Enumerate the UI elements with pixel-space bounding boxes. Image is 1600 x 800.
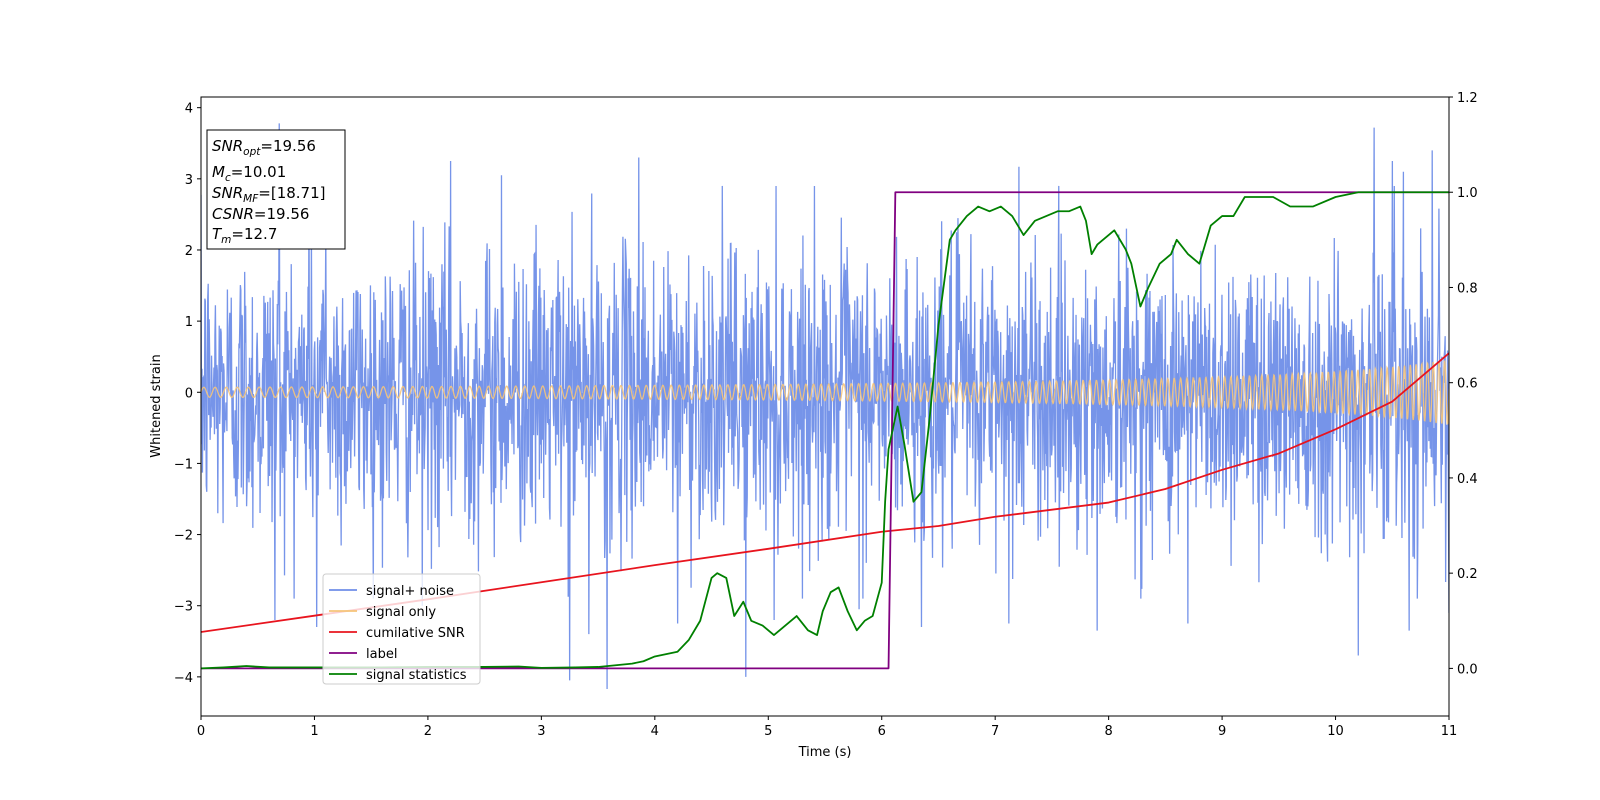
x-tick-label: 9	[1218, 724, 1226, 739]
y-right-tick-label: 0.6	[1457, 377, 1478, 392]
y-axis-right: 0.0 0.2 0.4 0.6 0.8 1.0 1.2	[1449, 91, 1478, 677]
annotation-csnr: CSNR=19.56	[212, 205, 309, 223]
x-tick-label: 7	[991, 724, 999, 739]
x-axis: 0 1 2 3 4 5 6 7 8 9 10 11	[197, 716, 1457, 739]
x-tick-label: 4	[651, 724, 659, 739]
series-layer	[201, 123, 1449, 689]
legend-frame	[322, 573, 481, 685]
y-tick-label: −4	[174, 671, 193, 686]
legend-items: signal+ noise signal only cumilative SNR la…	[329, 584, 467, 683]
y-axis-title: Whitened strain	[149, 354, 164, 457]
annotation-tm: Tm=12.7	[212, 225, 277, 246]
legend-label-cumilative-snr: cumilative SNR	[366, 626, 465, 641]
series-signal-only	[201, 360, 1449, 425]
y-right-tick-label: 1.0	[1457, 186, 1478, 201]
y-tick-label: 1	[185, 315, 193, 330]
legend: signal+ noise signal only cumilative SNR la…	[322, 573, 481, 685]
x-tick-label: 2	[424, 724, 432, 739]
y-tick-label: −2	[174, 529, 193, 544]
x-tick-label: 0	[197, 724, 205, 739]
legend-label-signal-noise: signal+ noise	[366, 584, 454, 599]
x-tick-label: 3	[537, 724, 545, 739]
legend-label-signal-only: signal only	[366, 605, 436, 620]
y-tick-label: 3	[185, 173, 193, 188]
legend-label-label: label	[366, 647, 397, 662]
y-tick-label: 4	[185, 102, 193, 117]
annotation-snr-mf: SNRMF=[18.71]	[212, 184, 326, 205]
annotation-snr-opt: SNRopt=19.56	[212, 137, 316, 158]
x-tick-label: 10	[1327, 724, 1344, 739]
series-signal-noise	[201, 123, 1449, 689]
series-cumilative-snr	[201, 352, 1449, 633]
y-right-tick-label: 0.8	[1457, 281, 1478, 296]
annotation-box: SNRopt=19.56 Mc=10.01 SNRMF=[18.71] CSNR…	[206, 129, 346, 250]
x-axis-title: Time (s)	[798, 745, 852, 760]
y-right-tick-label: 0.2	[1457, 567, 1478, 582]
annotation-mc: Mc=10.01	[212, 163, 286, 184]
y-tick-label: −3	[174, 600, 193, 615]
y-right-tick-label: 0.0	[1457, 662, 1478, 677]
x-tick-label: 11	[1441, 724, 1458, 739]
y-tick-label: 0	[185, 386, 193, 401]
y-right-tick-label: 0.4	[1457, 472, 1478, 487]
y-tick-label: 2	[185, 244, 193, 259]
x-tick-label: 5	[764, 724, 772, 739]
y-tick-label: −1	[174, 457, 193, 472]
y-right-tick-label: 1.2	[1457, 91, 1478, 106]
x-tick-label: 1	[310, 724, 318, 739]
x-tick-label: 6	[878, 724, 886, 739]
plot-frame	[200, 96, 1450, 717]
y-axis-left: −4 −3 −2 −1 0 1 2 3 4	[174, 102, 201, 686]
x-tick-label: 8	[1104, 724, 1112, 739]
annotation-frame	[206, 129, 346, 250]
series-signal-statistics	[201, 191, 1449, 670]
legend-label-signal-statistics: signal statistics	[366, 668, 467, 683]
